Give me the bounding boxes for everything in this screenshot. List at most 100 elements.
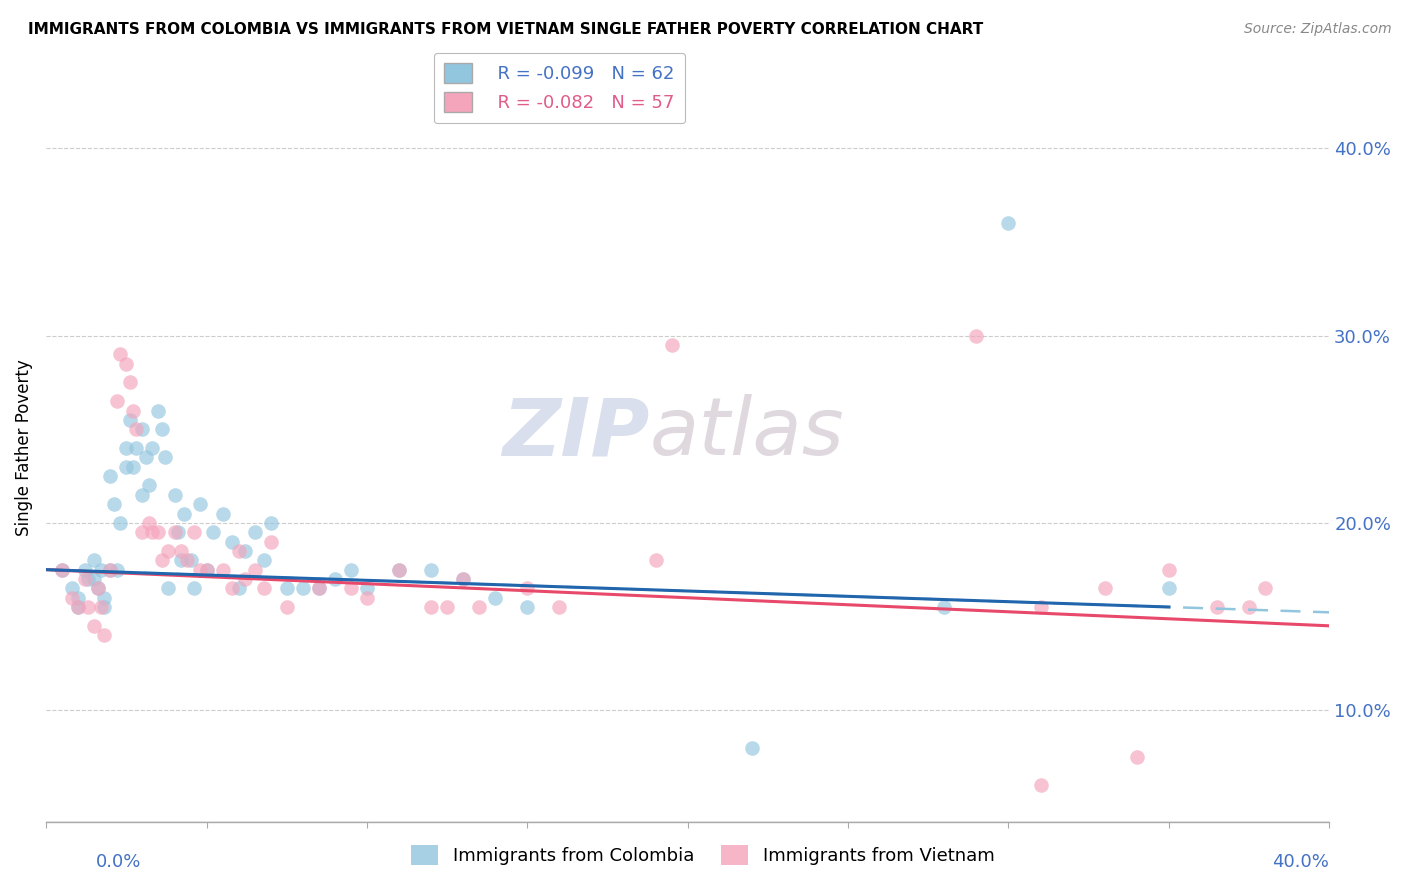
- Point: [323, 572, 346, 586]
- Text: atlas: atlas: [650, 394, 844, 472]
- Point: [1029, 600, 1052, 615]
- Point: [253, 553, 276, 567]
- Point: [420, 563, 443, 577]
- Point: [170, 553, 193, 567]
- Text: IMMIGRANTS FROM COLOMBIA VS IMMIGRANTS FROM VIETNAM SINGLE FATHER POVERTY CORREL: IMMIGRANTS FROM COLOMBIA VS IMMIGRANTS F…: [28, 22, 983, 37]
- Point: [148, 403, 170, 417]
- Point: [211, 563, 233, 577]
- Point: [1206, 600, 1229, 615]
- Point: [1157, 563, 1180, 577]
- Text: 0.0%: 0.0%: [96, 853, 141, 871]
- Point: [233, 572, 256, 586]
- Point: [103, 497, 125, 511]
- Point: [98, 563, 121, 577]
- Point: [1126, 750, 1149, 764]
- Point: [121, 403, 143, 417]
- Point: [148, 525, 170, 540]
- Point: [1254, 582, 1277, 596]
- Point: [934, 600, 956, 615]
- Point: [741, 740, 763, 755]
- Point: [60, 582, 83, 596]
- Point: [201, 525, 224, 540]
- Point: [93, 628, 115, 642]
- Point: [105, 394, 128, 409]
- Point: [516, 600, 538, 615]
- Point: [180, 553, 202, 567]
- Point: [451, 572, 474, 586]
- Point: [51, 563, 73, 577]
- Text: ZIP: ZIP: [502, 394, 650, 472]
- Point: [138, 516, 160, 530]
- Point: [211, 507, 233, 521]
- Point: [965, 328, 987, 343]
- Point: [173, 507, 195, 521]
- Point: [243, 525, 266, 540]
- Point: [644, 553, 666, 567]
- Point: [163, 488, 186, 502]
- Point: [86, 582, 108, 596]
- Point: [141, 441, 163, 455]
- Point: [308, 582, 330, 596]
- Point: [135, 450, 157, 465]
- Point: [98, 469, 121, 483]
- Text: Source: ZipAtlas.com: Source: ZipAtlas.com: [1244, 22, 1392, 37]
- Point: [228, 582, 250, 596]
- Point: [125, 422, 148, 436]
- Point: [93, 591, 115, 605]
- Point: [150, 422, 173, 436]
- Point: [153, 450, 176, 465]
- Point: [468, 600, 491, 615]
- Point: [73, 563, 96, 577]
- Point: [388, 563, 411, 577]
- Point: [131, 422, 153, 436]
- Point: [77, 600, 100, 615]
- Point: [276, 582, 298, 596]
- Point: [661, 338, 683, 352]
- Point: [276, 600, 298, 615]
- Point: [118, 376, 141, 390]
- Point: [388, 563, 411, 577]
- Point: [141, 525, 163, 540]
- Point: [221, 582, 243, 596]
- Point: [138, 478, 160, 492]
- Point: [183, 525, 205, 540]
- Point: [516, 582, 538, 596]
- Point: [157, 582, 180, 596]
- Text: 40.0%: 40.0%: [1272, 853, 1329, 871]
- Point: [115, 441, 138, 455]
- Point: [420, 600, 443, 615]
- Point: [125, 441, 148, 455]
- Point: [1094, 582, 1116, 596]
- Point: [163, 525, 186, 540]
- Point: [166, 525, 188, 540]
- Point: [233, 544, 256, 558]
- Point: [86, 582, 108, 596]
- Point: [83, 572, 105, 586]
- Point: [67, 600, 90, 615]
- Legend: Immigrants from Colombia, Immigrants from Vietnam: Immigrants from Colombia, Immigrants fro…: [404, 838, 1002, 872]
- Point: [195, 563, 218, 577]
- Point: [131, 488, 153, 502]
- Point: [77, 572, 100, 586]
- Point: [548, 600, 571, 615]
- Point: [108, 347, 131, 361]
- Point: [308, 582, 330, 596]
- Y-axis label: Single Father Poverty: Single Father Poverty: [15, 359, 32, 536]
- Point: [228, 544, 250, 558]
- Point: [67, 591, 90, 605]
- Point: [115, 357, 138, 371]
- Point: [183, 582, 205, 596]
- Point: [1237, 600, 1260, 615]
- Point: [121, 459, 143, 474]
- Point: [1029, 778, 1052, 792]
- Point: [188, 497, 211, 511]
- Point: [340, 582, 363, 596]
- Point: [105, 563, 128, 577]
- Point: [253, 582, 276, 596]
- Point: [67, 600, 90, 615]
- Point: [93, 600, 115, 615]
- Point: [484, 591, 506, 605]
- Point: [60, 591, 83, 605]
- Point: [356, 582, 378, 596]
- Point: [150, 553, 173, 567]
